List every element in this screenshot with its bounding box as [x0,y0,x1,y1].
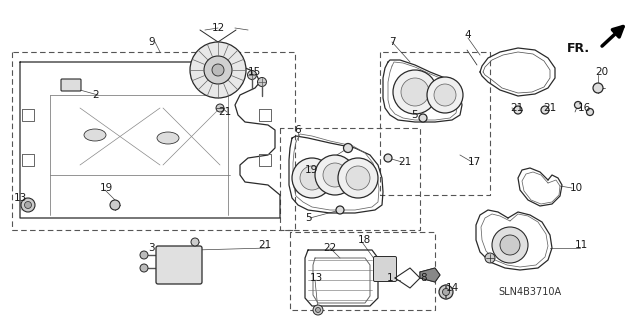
Circle shape [593,83,603,93]
Circle shape [439,285,453,299]
Circle shape [541,106,549,114]
FancyBboxPatch shape [156,246,202,284]
Text: 13: 13 [310,273,323,283]
Ellipse shape [84,129,106,141]
Circle shape [191,238,199,246]
Polygon shape [420,268,440,282]
Text: 8: 8 [420,273,427,283]
Circle shape [140,251,148,259]
Circle shape [257,78,266,86]
Text: 18: 18 [358,235,371,245]
Text: 17: 17 [468,157,481,167]
Text: SLN4B3710A: SLN4B3710A [499,287,561,297]
Circle shape [401,78,429,106]
Circle shape [323,163,347,187]
Circle shape [485,253,495,263]
Circle shape [427,77,463,113]
Circle shape [586,108,593,115]
Text: 14: 14 [446,283,460,293]
Text: 21: 21 [259,240,271,250]
Circle shape [500,235,520,255]
FancyBboxPatch shape [374,256,397,281]
Circle shape [212,64,224,76]
Circle shape [315,155,355,195]
Ellipse shape [157,132,179,144]
Circle shape [344,144,353,152]
Circle shape [442,288,449,295]
Text: 19: 19 [100,183,113,193]
Text: 2: 2 [92,90,99,100]
Circle shape [190,42,246,98]
Text: 7: 7 [388,37,396,47]
Text: 5: 5 [305,213,312,223]
Circle shape [346,166,370,190]
Circle shape [248,70,257,79]
Text: 10: 10 [570,183,583,193]
Circle shape [419,114,427,122]
Circle shape [316,308,321,313]
Text: 4: 4 [465,30,471,40]
Circle shape [434,84,456,106]
Text: 19: 19 [305,165,318,175]
Text: 15: 15 [248,67,261,77]
Circle shape [300,166,324,190]
Text: 13: 13 [13,193,27,203]
Text: 5: 5 [412,110,418,120]
Text: 12: 12 [211,23,225,33]
Circle shape [575,101,582,108]
FancyBboxPatch shape [61,79,81,91]
Circle shape [204,56,232,84]
Circle shape [24,202,31,209]
Text: 21: 21 [218,107,232,117]
Circle shape [393,70,437,114]
Circle shape [292,158,332,198]
Circle shape [514,106,522,114]
Circle shape [492,227,528,263]
Text: 20: 20 [595,67,608,77]
Circle shape [313,305,323,315]
Circle shape [110,200,120,210]
Text: 9: 9 [148,37,156,47]
Text: FR.: FR. [567,41,590,55]
Text: 1: 1 [387,273,394,283]
Circle shape [21,198,35,212]
Text: 16: 16 [578,103,591,113]
Text: 22: 22 [323,243,337,253]
Text: 6: 6 [294,125,301,135]
Circle shape [140,264,148,272]
Text: 3: 3 [148,243,155,253]
Circle shape [384,154,392,162]
Text: 11: 11 [575,240,588,250]
Text: 21: 21 [543,103,556,113]
Text: 21: 21 [398,157,412,167]
Text: 21: 21 [510,103,524,113]
Circle shape [336,206,344,214]
Circle shape [216,104,224,112]
Circle shape [338,158,378,198]
